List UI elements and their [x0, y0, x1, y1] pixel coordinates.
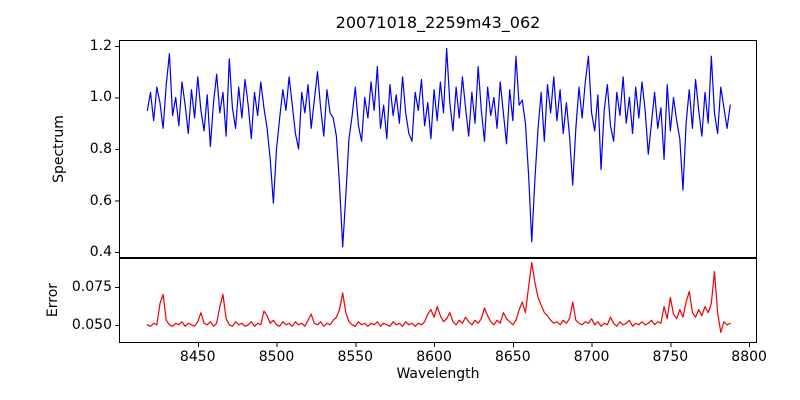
x-tick-label: 8550 — [337, 349, 374, 365]
error-y-tick-label: 0.075 — [71, 278, 112, 295]
x-tick-label: 8750 — [652, 349, 689, 365]
x-axis-label: Wavelength — [396, 366, 480, 382]
error-axis-label: Error — [45, 282, 61, 318]
spectrum-y-tick-label: 0.4 — [89, 244, 112, 261]
x-tick-label: 8500 — [258, 349, 295, 365]
spectrum-y-tick-label: 0.6 — [89, 192, 112, 209]
x-tick-label: 8700 — [573, 349, 610, 365]
spectrum-trace — [146, 47, 731, 248]
x-tick-label: 8600 — [416, 349, 452, 365]
x-tick-label: 8650 — [494, 349, 531, 365]
chart-title: 20071018_2259m43_062 — [335, 13, 541, 32]
spectrum-axis-label: Spectrum — [51, 115, 67, 183]
x-tick-label: 8450 — [179, 349, 216, 365]
error-y-tick-label: 0.050 — [71, 316, 112, 333]
x-tick-label: 8800 — [731, 349, 767, 365]
spectrum-panel-spines — [119, 40, 757, 258]
spectrum-y-tick-label: 1.2 — [89, 37, 112, 54]
spectrum-y-tick-label: 0.8 — [89, 141, 112, 157]
spectrum-y-tick-label: 1.0 — [89, 89, 112, 106]
error-trace — [146, 261, 731, 333]
error-panel-spines — [119, 258, 757, 343]
